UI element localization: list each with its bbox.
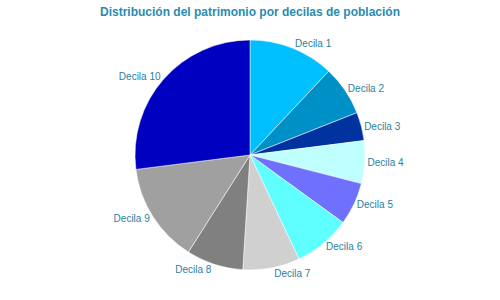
svg-text:Decila 10: Decila 10 bbox=[119, 71, 161, 82]
svg-text:Decila 2: Decila 2 bbox=[348, 83, 385, 94]
svg-text:Distribución del patrimonio po: Distribución del patrimonio por decilas … bbox=[100, 5, 400, 19]
svg-text:Decila 7: Decila 7 bbox=[274, 268, 311, 279]
svg-text:Decila 9: Decila 9 bbox=[114, 213, 151, 224]
svg-text:Decila 1: Decila 1 bbox=[295, 38, 332, 49]
svg-text:Decila 5: Decila 5 bbox=[357, 199, 394, 210]
svg-text:Decila 3: Decila 3 bbox=[364, 121, 401, 132]
svg-text:Decila 8: Decila 8 bbox=[175, 264, 212, 275]
svg-text:Decila 6: Decila 6 bbox=[326, 241, 363, 252]
svg-text:Decila 4: Decila 4 bbox=[368, 157, 405, 168]
